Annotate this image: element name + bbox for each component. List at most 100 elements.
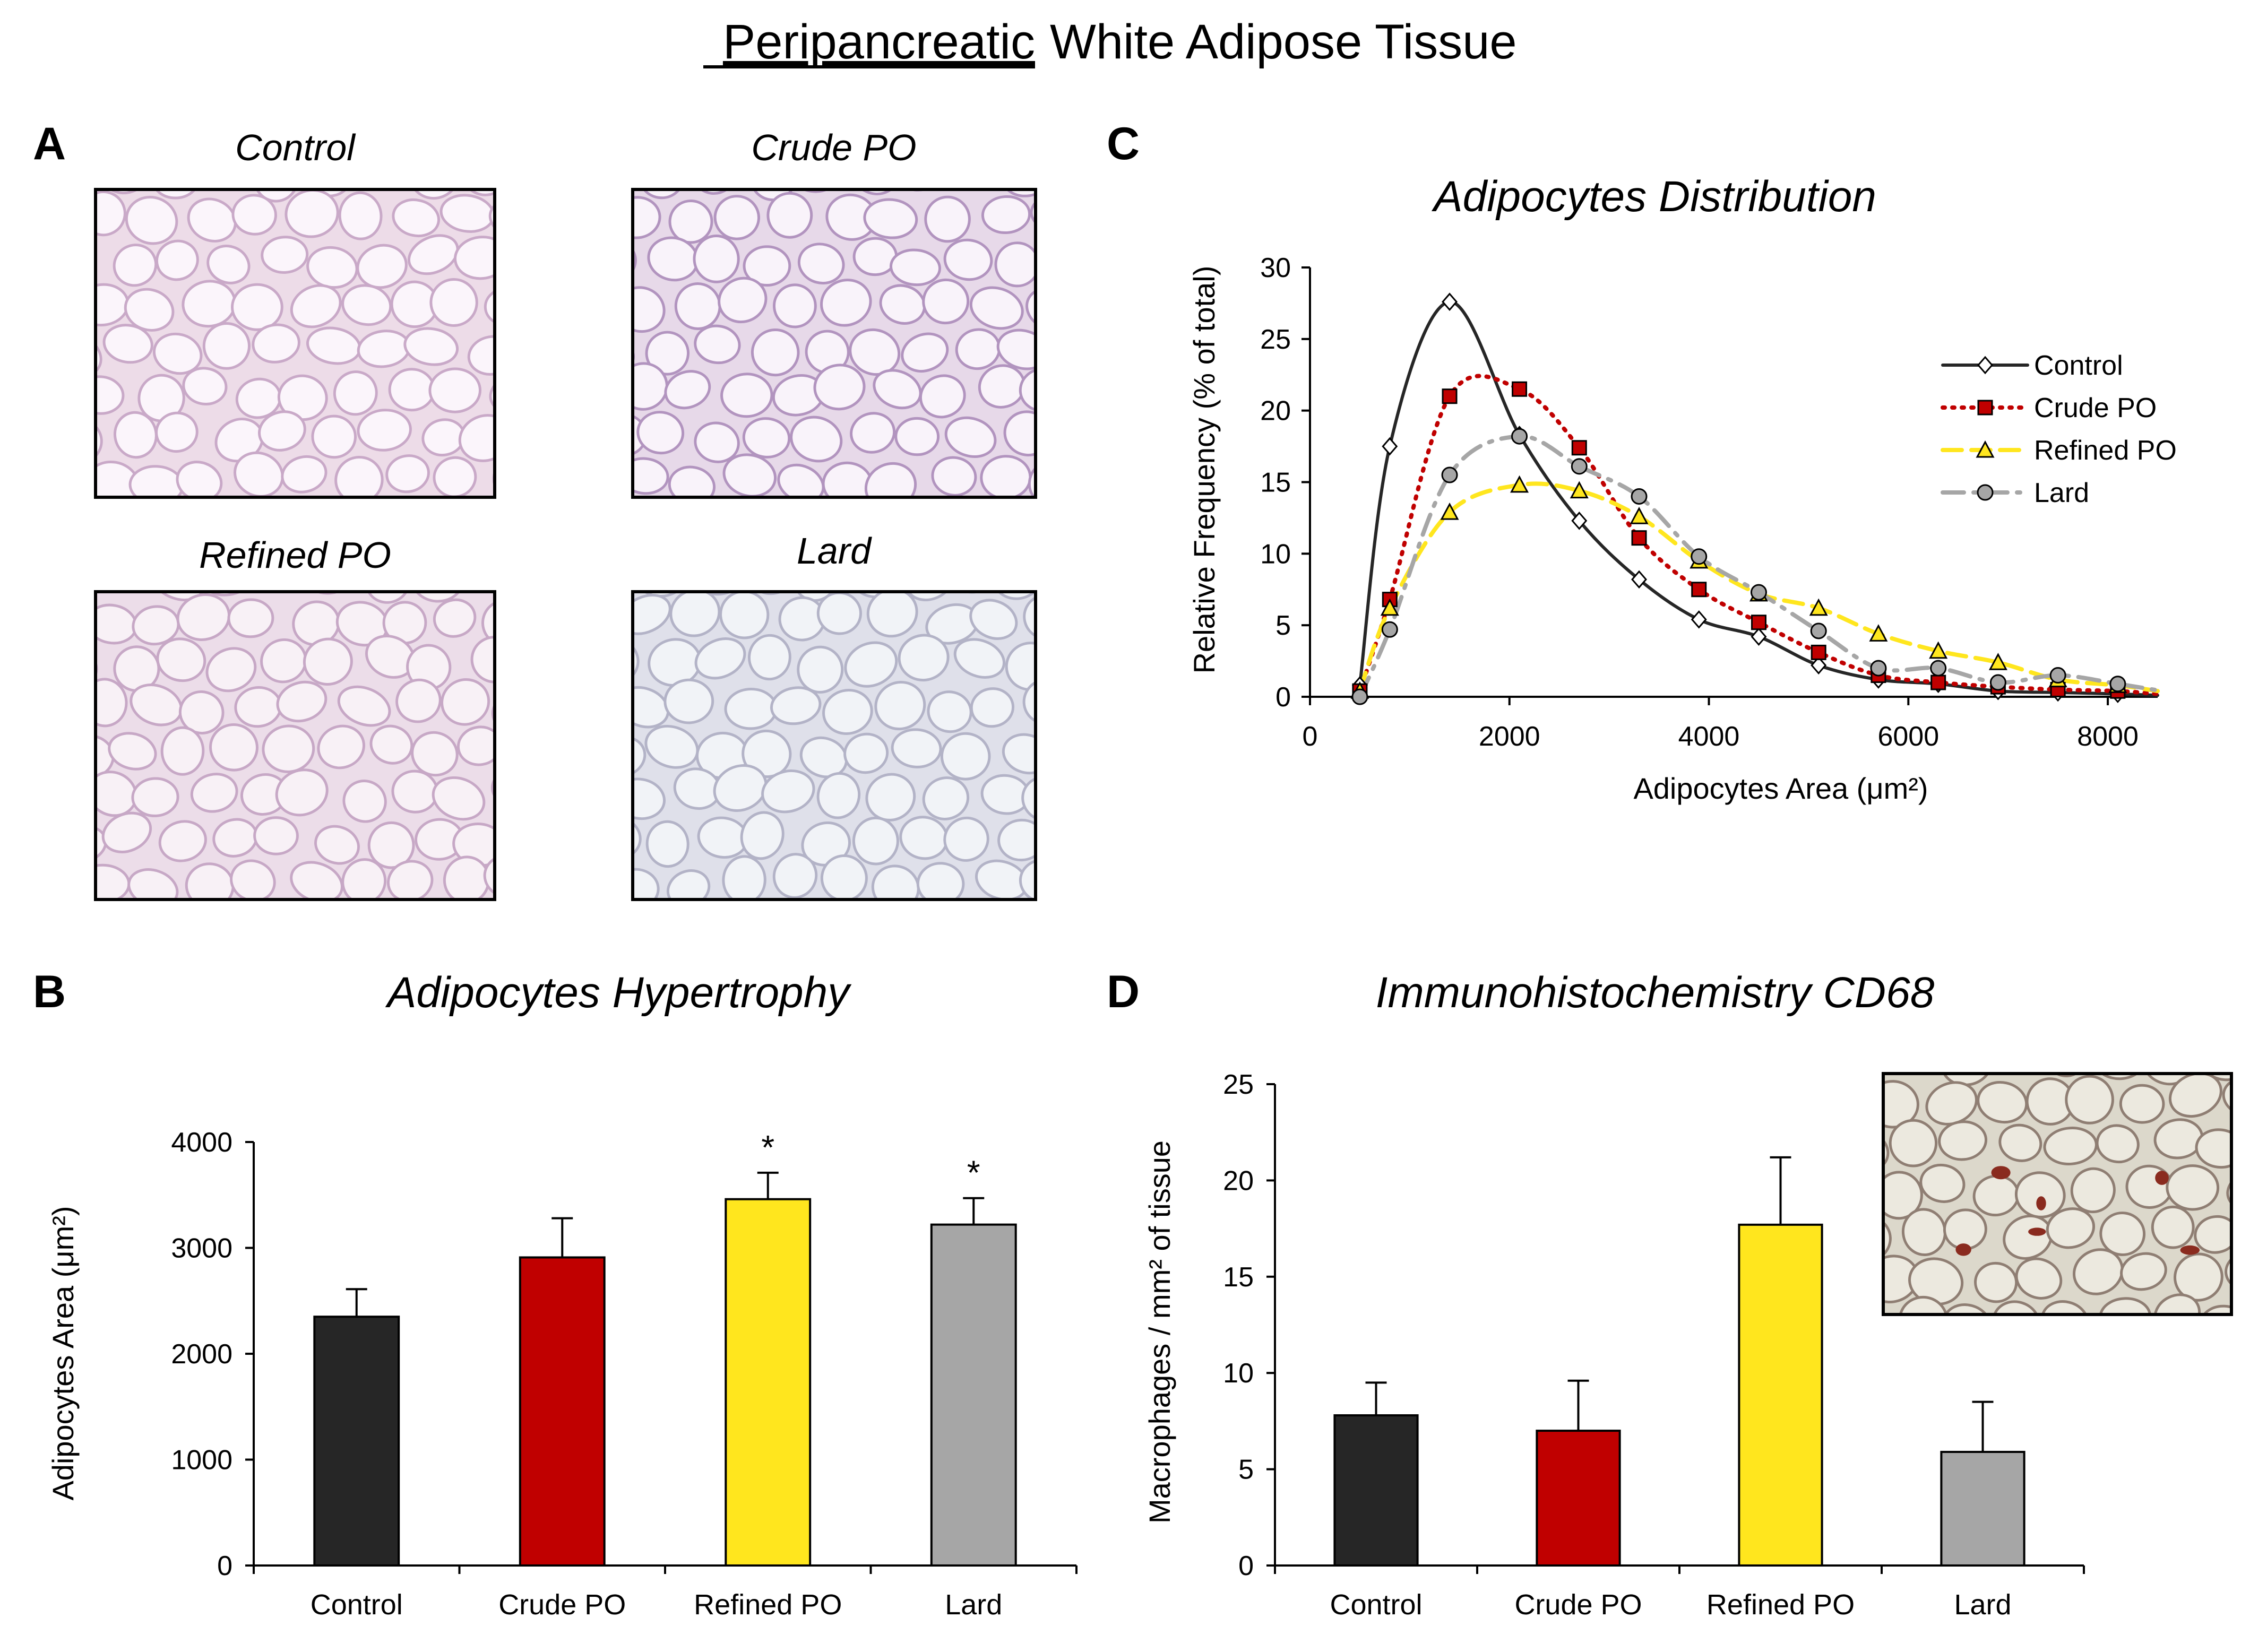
figure-title-rest: White Adipose Tissue: [1050, 15, 1517, 69]
adipocyte-cell: [800, 904, 853, 955]
adipocyte-cell: [155, 239, 199, 281]
adipocyte-cell: [96, 863, 131, 899]
legend-label: Crude PO: [2034, 393, 2157, 423]
legend-label: Refined PO: [2034, 435, 2177, 466]
adipocyte-cell: [894, 417, 940, 456]
adipocyte-cell: [668, 465, 716, 497]
data-point-control: [1811, 656, 1827, 674]
legend-marker: [1977, 356, 1993, 375]
x-category-label: Lard: [1954, 1589, 2011, 1621]
data-point-lard: [1930, 660, 1947, 677]
adipocyte-cell: [151, 189, 200, 200]
micrograph-border: [631, 188, 1037, 499]
adipocyte-cell: [96, 678, 128, 728]
y-tick-label: 20: [1260, 396, 1291, 427]
x-category-label: Refined PO: [1706, 1589, 1855, 1621]
adipocyte-cell: [2174, 1252, 2223, 1302]
adipocyte-cell: [314, 825, 360, 865]
data-point-lard: [1691, 548, 1708, 565]
adipocyte-cell: [903, 899, 957, 953]
adipocyte-cell: [490, 768, 495, 809]
data-point-lard: [1571, 458, 1588, 475]
adipocyte-cell: [2096, 1124, 2140, 1164]
adipocyte-cell: [718, 276, 768, 324]
adipocyte-cell: [943, 238, 993, 281]
micrograph-title-refined-po: Refined PO: [199, 534, 391, 576]
adipocyte-cell: [392, 198, 441, 237]
adipocyte-cell: [944, 416, 997, 458]
adipocyte-cell: [901, 332, 949, 373]
adipocyte-cell: [1898, 1295, 1949, 1314]
adipocyte-cell: [333, 370, 378, 416]
adipocyte-cell: [922, 776, 970, 820]
micrograph-border: [94, 590, 496, 901]
adipocyte-cell: [253, 816, 299, 855]
adipocyte-cell: [275, 768, 329, 817]
adipocyte-cell: [1019, 367, 1036, 412]
adipocyte-cell: [863, 198, 918, 239]
panel-a: Control Crude PO Refined PO Lard: [94, 127, 1037, 955]
adipocyte-cell: [1992, 1300, 2041, 1314]
data-point-refined-po: [1380, 598, 1399, 616]
adipocyte-cell: [940, 901, 992, 941]
adipocyte-cell: [633, 196, 661, 239]
adipocyte-cell: [633, 636, 640, 686]
y-axis-label: Macrophages / mm² of tissue: [1143, 1140, 1176, 1524]
adipocyte-cell: [338, 191, 383, 240]
adipocyte-cell: [108, 732, 157, 771]
adipocyte-cell: [916, 862, 965, 899]
adipocyte-cell: [209, 723, 258, 772]
adipocyte-cell: [865, 773, 916, 821]
micrograph-lard: [631, 590, 1037, 955]
y-tick-label: 10: [1260, 539, 1291, 569]
adipocyte-cell: [456, 725, 495, 766]
micrograph-crude-po: [631, 188, 1037, 550]
adipocyte-cell: [713, 195, 760, 240]
adipocyte-cell: [258, 410, 306, 452]
adipocyte-cell: [227, 598, 274, 638]
adipocyte-cell: [633, 362, 668, 411]
adipocyte-cell: [844, 641, 898, 688]
adipocyte-cell: [2093, 1074, 2148, 1080]
adipocyte-cell: [207, 904, 264, 951]
adipocyte-cell: [290, 284, 342, 328]
adipocyte-cell: [409, 189, 460, 200]
adipocyte-cell: [922, 278, 970, 325]
micrograph-title-crude-po: Crude PO: [751, 127, 916, 168]
adipocyte-cell: [156, 637, 206, 682]
x-tick-label: 8000: [2077, 721, 2139, 752]
adipocyte-cell: [489, 374, 495, 413]
adipocyte-cell: [2194, 1215, 2231, 1254]
adipocyte-cell: [364, 907, 416, 954]
adipocyte-cell: [414, 899, 471, 949]
adipocyte-cell: [724, 687, 778, 730]
chart-title: Immunohistochemistry CD68: [1376, 968, 1935, 1017]
adipocyte-cell: [747, 592, 796, 595]
y-tick-label: 1000: [171, 1445, 232, 1476]
adipocyte-cell: [940, 732, 991, 781]
adipocyte-cell: [1889, 1026, 1946, 1076]
legend-label: Control: [2034, 350, 2123, 381]
adipocyte-cell: [2044, 1074, 2088, 1077]
adipocyte-cell: [690, 501, 740, 550]
adipocyte-cell: [441, 678, 490, 726]
data-point-refined-po: [1988, 653, 2007, 670]
adipocyte-cell: [492, 455, 495, 497]
y-tick-label: 25: [1223, 1069, 1254, 1100]
adipocyte-cell: [843, 732, 889, 774]
adipocyte-cell: [254, 901, 303, 941]
data-point-lard: [1750, 584, 1767, 601]
adipocyte-cell: [799, 736, 848, 779]
adipocyte-cell: [742, 417, 791, 459]
bar-refined-po: [1738, 1223, 1823, 1567]
adipocyte-cell: [209, 499, 261, 539]
adipocyte-cell: [190, 773, 238, 813]
adipocyte-cell: [1998, 1123, 2042, 1162]
adipocyte-cell: [1919, 1163, 1966, 1203]
series-line-crude-po: [1357, 374, 2160, 696]
panel-label-a: A: [33, 118, 66, 169]
adipocyte-cell: [151, 592, 205, 602]
adipocyte-cell: [969, 286, 1024, 330]
adipocyte-cell: [898, 634, 950, 682]
inset-cells: [1883, 1026, 2231, 1314]
